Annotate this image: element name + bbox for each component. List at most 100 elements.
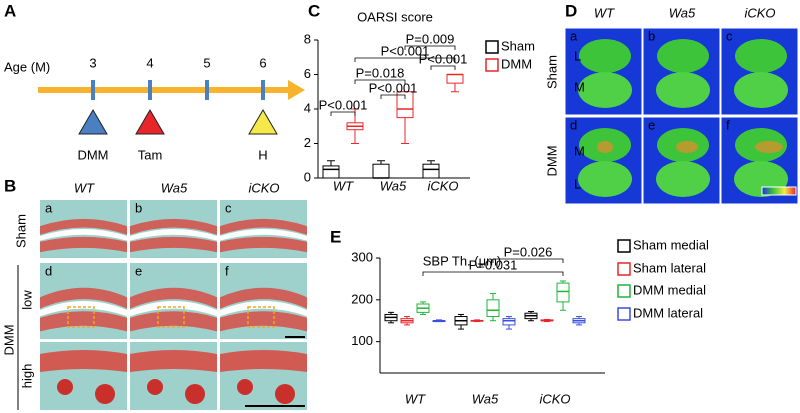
cartilage — [220, 218, 307, 235]
cartilage — [220, 350, 307, 372]
joint-space — [220, 301, 307, 317]
bone — [275, 384, 295, 404]
subpanel-label: f — [225, 263, 229, 278]
subpanel-label: b — [648, 28, 655, 43]
joint-space — [40, 301, 127, 317]
box — [556, 282, 570, 303]
x-tick-label: iCKO — [539, 391, 570, 406]
zoom-box — [67, 306, 95, 328]
legend-swatch — [617, 307, 631, 321]
x-tick-label: iCKO — [427, 178, 458, 193]
event-marker — [248, 109, 278, 135]
p-value: P=0.031 — [469, 257, 518, 272]
joint-space — [130, 229, 217, 241]
subpanel-label: a — [45, 200, 53, 215]
cartilage — [130, 218, 217, 235]
panel-label: C — [308, 1, 320, 20]
zoom-box — [157, 306, 185, 328]
bone — [147, 379, 163, 395]
y-tick-label: 6 — [304, 66, 311, 81]
column-header: WT — [74, 180, 95, 195]
row-label: DMM — [544, 145, 559, 176]
row-label: high — [19, 364, 34, 389]
legend-label: Sham medial — [633, 237, 709, 252]
arrow-head — [288, 80, 305, 100]
legend-swatch — [617, 262, 631, 276]
side-label: M — [574, 79, 585, 94]
timeline-tick — [148, 80, 152, 100]
legend-swatch — [485, 40, 499, 54]
tibia-surface — [656, 161, 710, 197]
tibia-surface — [656, 72, 710, 108]
subpanel-label: d — [570, 117, 577, 132]
cartilage — [40, 311, 127, 332]
bracket — [422, 271, 564, 276]
subpanel-label: d — [45, 263, 52, 278]
row-label: low — [19, 290, 34, 310]
subpanel-label: a — [570, 28, 578, 43]
event-marker — [78, 109, 108, 135]
y-tick-label: 100 — [351, 333, 373, 348]
cartilage — [220, 236, 307, 253]
chart-title: OARSI score — [357, 9, 433, 24]
legend-swatch — [485, 58, 499, 72]
column-header: Wa5 — [669, 5, 696, 20]
cartilage — [40, 350, 127, 372]
color-scale — [761, 186, 797, 196]
chart-title: SBP Th. (μm) — [423, 253, 502, 268]
tibia-surface — [578, 72, 632, 108]
tibia-surface — [578, 161, 632, 197]
subpanel-label: e — [135, 263, 142, 278]
hotspot — [597, 141, 613, 153]
cartilage — [220, 311, 307, 332]
tibia-surface — [735, 39, 787, 73]
timeline-tick-label: 5 — [203, 55, 210, 70]
bone — [57, 379, 73, 395]
legend-label: DMM lateral — [633, 305, 703, 320]
cartilage — [40, 236, 127, 253]
y-tick-label: 0 — [304, 169, 311, 184]
row-label: Sham — [13, 214, 28, 248]
p-value: P<0.001 — [369, 80, 418, 95]
panel-label: B — [4, 176, 16, 195]
side-label: L — [574, 48, 581, 63]
column-header: WT — [594, 5, 615, 20]
box — [372, 163, 390, 179]
timeline-tick-label: 3 — [89, 55, 96, 70]
bone — [237, 379, 253, 395]
event-marker — [135, 109, 165, 135]
cartilage — [220, 287, 307, 309]
timeline-axis-label: Age (M) — [4, 59, 50, 74]
p-value: P=0.018 — [356, 65, 405, 80]
joint-space — [130, 301, 217, 317]
column-header: iCKO — [744, 5, 775, 20]
zoom-box — [247, 306, 275, 328]
bracket — [330, 111, 356, 116]
y-tick-label: 300 — [351, 249, 373, 264]
bracket — [430, 65, 456, 70]
p-value: P=0.026 — [504, 244, 553, 259]
p-value: P<0.001 — [319, 97, 368, 112]
y-tick-label: 200 — [351, 291, 373, 306]
legend-label: Sham lateral — [633, 260, 706, 275]
timeline-tick — [91, 80, 95, 100]
cartilage — [130, 287, 217, 309]
subpanel-label: e — [648, 117, 655, 132]
y-tick-label: 8 — [304, 31, 311, 46]
bracket — [354, 57, 456, 62]
side-label: M — [574, 143, 585, 158]
bracket — [404, 45, 456, 50]
cartilage — [130, 350, 217, 372]
row-label: DMM — [1, 324, 16, 355]
x-tick-label: Wa5 — [472, 391, 499, 406]
timeline-tick-label: 4 — [146, 55, 153, 70]
box — [502, 318, 516, 326]
subpanel-label: b — [135, 200, 142, 215]
x-tick-label: Wa5 — [380, 178, 407, 193]
cartilage — [40, 287, 127, 309]
cartilage — [130, 311, 217, 332]
bracket — [380, 94, 406, 99]
cartilage — [130, 236, 217, 253]
side-label: L — [574, 176, 581, 191]
